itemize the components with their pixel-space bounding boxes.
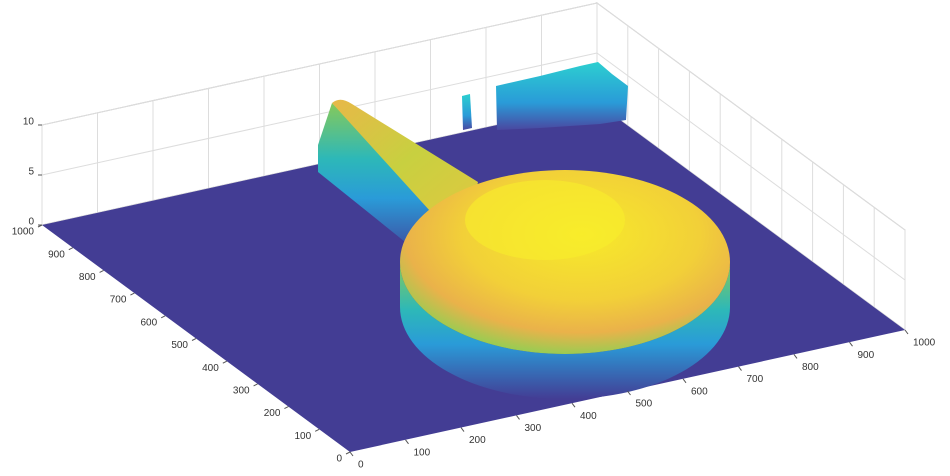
y-tick <box>99 269 104 273</box>
x-tick-label: 200 <box>469 435 486 446</box>
paddle-side <box>400 262 730 399</box>
x-tick-label: 0 <box>358 460 364 471</box>
surface <box>318 62 730 399</box>
back-block <box>462 94 472 130</box>
x-tick <box>349 451 354 457</box>
x-tick-label: 100 <box>414 447 431 458</box>
x-tick <box>627 390 631 396</box>
x-tick <box>571 402 576 408</box>
x-tick <box>516 415 520 420</box>
y-tick <box>130 292 135 296</box>
x-tick-label: 1000 <box>913 338 936 349</box>
z-tick-label: 0 <box>28 217 34 228</box>
y-tick <box>160 315 166 319</box>
x-tick <box>904 329 909 335</box>
y-tick-label: 700 <box>110 295 127 306</box>
y-tick-label: 300 <box>233 386 250 397</box>
y-tick-label: 200 <box>264 408 281 419</box>
x-tick-label: 700 <box>747 374 764 385</box>
y-tick-label: 600 <box>141 317 158 328</box>
back-block <box>496 62 628 130</box>
x-tick <box>460 427 465 432</box>
handle-top <box>332 99 478 222</box>
y-tick <box>345 451 351 455</box>
y-tick-label: 100 <box>295 431 312 442</box>
y-tick <box>314 428 320 432</box>
y-tick <box>222 360 228 364</box>
x-tick-label: 500 <box>636 399 653 410</box>
x-tick-label: 400 <box>580 411 597 422</box>
x-tick-label: 800 <box>802 362 819 373</box>
handle-side <box>318 103 440 262</box>
x-tick-label: 300 <box>525 423 542 434</box>
x-tick-label: 900 <box>858 350 875 361</box>
y-tick-label: 500 <box>171 340 188 351</box>
grid-line <box>596 2 906 231</box>
y-tick <box>284 406 289 410</box>
x-tick <box>849 341 853 347</box>
x-tick <box>682 378 687 384</box>
x-tick-label: 600 <box>691 386 708 397</box>
z-tick-label: 10 <box>23 117 35 128</box>
paddle-highlight <box>465 180 625 260</box>
y-tick-label: 400 <box>202 363 219 374</box>
grid-line <box>41 52 598 176</box>
x-tick <box>738 366 742 371</box>
y-tick-label: 800 <box>79 272 96 283</box>
x-tick <box>793 354 798 359</box>
grid-line <box>41 2 598 126</box>
z-tick-label: 5 <box>28 167 34 178</box>
labels: 0100200300400500600700800900100001002003… <box>12 117 936 471</box>
y-tick <box>191 338 197 341</box>
y-tick-label: 900 <box>48 249 65 260</box>
y-tick-label: 0 <box>336 454 342 465</box>
x-tick <box>405 439 409 445</box>
y-tick <box>68 247 74 251</box>
y-tick-label: 1000 <box>12 227 35 238</box>
y-tick <box>253 383 258 387</box>
grid-line <box>596 52 906 281</box>
